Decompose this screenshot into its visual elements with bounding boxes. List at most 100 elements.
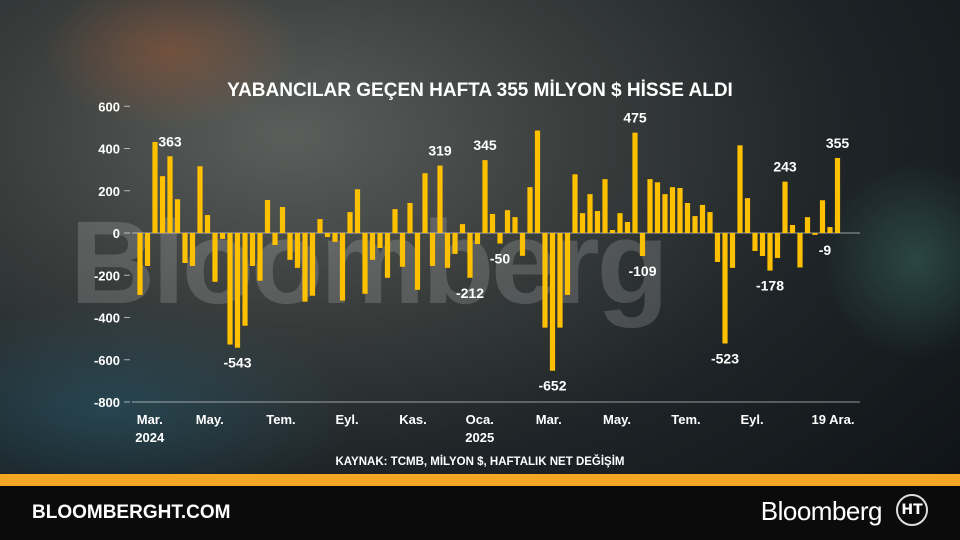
bar — [812, 233, 818, 235]
background-glow — [40, 0, 300, 130]
y-tick-label: -400 — [94, 311, 120, 326]
bar — [617, 213, 623, 233]
bar — [392, 209, 398, 233]
x-tick-label: May. — [196, 412, 224, 427]
bar — [377, 233, 383, 248]
data-label: -50 — [490, 251, 510, 267]
bar — [692, 216, 698, 233]
bar — [632, 132, 638, 233]
footer: BLOOMBERGHT.COM Bloomberg HT — [0, 486, 960, 540]
bar — [309, 233, 316, 296]
bar — [624, 222, 631, 233]
x-tick-label: May. — [603, 412, 631, 427]
bar — [504, 210, 511, 233]
data-label: 363 — [158, 133, 182, 149]
bar — [249, 233, 256, 266]
bar — [414, 233, 421, 290]
data-label: -178 — [756, 278, 784, 294]
x-tick-year: 2025 — [465, 430, 494, 445]
chart-title: YABANCILAR GEÇEN HAFTA 355 MİLYON $ HİSS… — [227, 80, 733, 101]
bar — [182, 233, 188, 263]
bar — [572, 174, 578, 233]
bar — [444, 233, 451, 268]
bar — [512, 217, 518, 233]
x-tick-label: Eyl. — [335, 412, 358, 427]
bar — [737, 145, 743, 233]
bar — [189, 233, 196, 266]
data-label: -543 — [223, 355, 251, 371]
bar — [287, 233, 293, 260]
bar — [534, 130, 541, 233]
bar — [827, 227, 833, 233]
bar — [714, 233, 721, 262]
bar — [482, 160, 488, 233]
bar — [594, 211, 601, 233]
bar — [227, 233, 233, 345]
bar — [452, 233, 458, 254]
bar — [437, 165, 443, 233]
bar — [324, 233, 331, 238]
bar — [752, 233, 758, 251]
y-tick-label: -200 — [94, 268, 120, 283]
x-tick-label: Tem. — [266, 412, 295, 427]
bar — [197, 166, 203, 233]
bar — [257, 233, 263, 281]
bar — [234, 233, 241, 348]
bar — [362, 233, 368, 294]
bar — [549, 233, 556, 371]
bar — [347, 212, 353, 233]
bar — [527, 187, 533, 233]
bar — [317, 219, 323, 233]
bar — [339, 233, 346, 301]
y-tick-label: 0 — [113, 226, 120, 241]
y-tick-label: -800 — [94, 395, 120, 410]
bar — [774, 233, 781, 258]
bar — [399, 233, 406, 267]
bar — [264, 200, 271, 233]
bar — [204, 215, 211, 233]
x-tick-label: 19 Ara. — [812, 412, 855, 427]
bar — [677, 188, 683, 233]
y-tick-label: 200 — [98, 184, 120, 199]
data-label: 319 — [428, 143, 452, 159]
bar — [587, 194, 593, 233]
data-label: 355 — [826, 135, 850, 151]
y-tick-label: 400 — [98, 142, 120, 157]
bar — [542, 233, 548, 328]
bar — [564, 233, 571, 295]
data-label: 345 — [473, 137, 497, 153]
data-label: -652 — [538, 378, 566, 394]
bar — [467, 233, 473, 278]
bar — [354, 189, 361, 233]
bar — [797, 233, 803, 268]
bar — [557, 233, 563, 328]
bar — [489, 213, 496, 233]
bar — [684, 203, 691, 233]
x-tick-year: 2024 — [135, 430, 165, 445]
bar — [332, 233, 338, 242]
bar — [834, 158, 841, 233]
bar — [242, 233, 248, 326]
bar — [174, 199, 181, 233]
bar — [602, 179, 608, 233]
bar — [459, 224, 466, 233]
bar — [144, 233, 151, 266]
bloomberg-logo: Bloomberg — [760, 496, 883, 526]
bar — [804, 217, 811, 233]
bar — [744, 198, 751, 233]
bar — [159, 176, 166, 233]
bar — [474, 233, 481, 244]
bar — [407, 203, 413, 233]
bar — [279, 207, 286, 233]
ht-logo-icon: HT — [896, 494, 928, 526]
y-tick-label: 600 — [98, 99, 120, 114]
bar — [767, 233, 773, 271]
bar — [219, 233, 226, 239]
bar — [152, 141, 158, 233]
site-url[interactable]: BLOOMBERGHT.COM — [32, 502, 231, 523]
x-tick-label: Mar. — [137, 412, 163, 427]
data-label: 475 — [623, 110, 647, 126]
bar — [789, 224, 796, 233]
bar — [722, 233, 728, 344]
